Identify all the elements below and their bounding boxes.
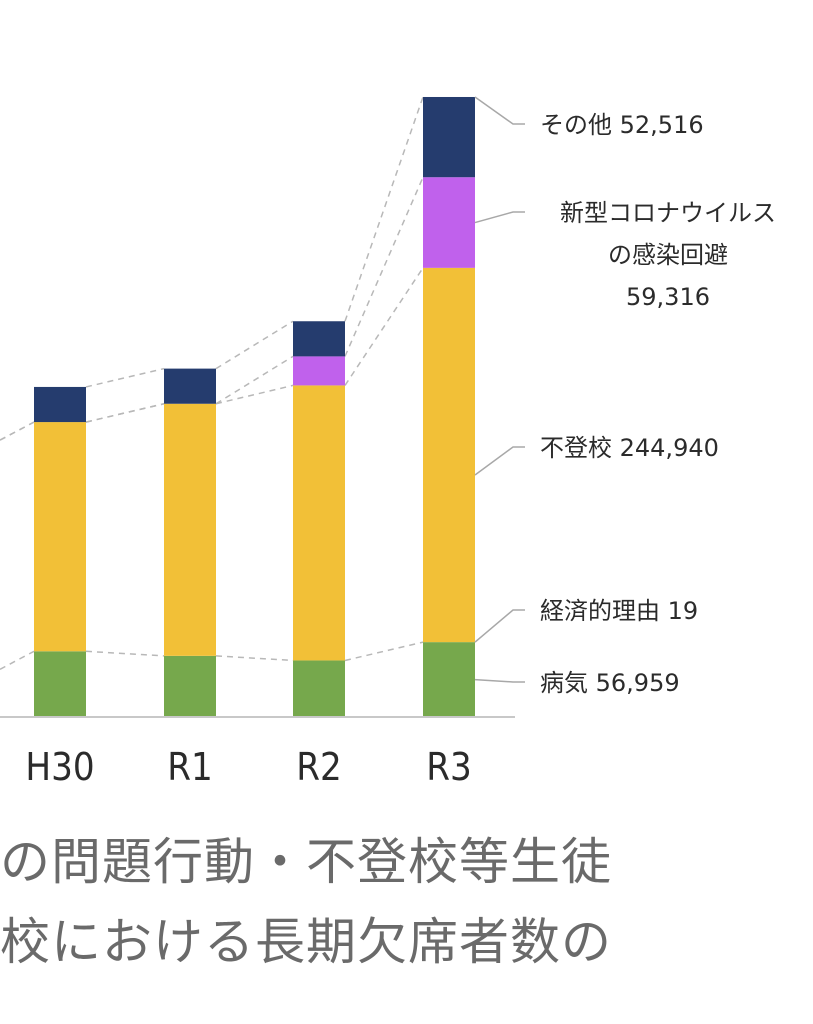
bar-illness-H30 [34,651,86,717]
connector-line [0,650,35,670]
leader-line-economic [474,609,525,643]
bar-truancy-R1 [164,403,216,656]
connector-line [344,267,424,386]
connector-line [0,421,35,441]
caption-line-1: の問題行動・不登校等生徒 [0,833,612,891]
leader-line-other [474,96,525,125]
series-label-corona: 新型コロナウイルス [560,199,776,227]
bar-other-H30 [34,386,86,423]
connector-line [85,650,165,657]
bar-corona-R3 [423,177,475,268]
x-tick-label: R3 [426,745,472,789]
bar-other-R3 [423,96,475,178]
connector-line [344,641,424,662]
x-tick-label: R1 [167,745,213,789]
bar-illness-R2 [293,660,345,717]
series-label-economic: 経済的理由 19 [540,597,698,625]
series-label-other: その他 52,516 [540,111,704,139]
series-label-illness: 病気 56,959 [540,669,680,697]
bar-truancy-R2 [293,385,345,661]
leader-line-corona [474,211,525,224]
series-label-truancy: 不登校 244,940 [540,434,719,462]
bar-other-R2 [293,321,345,357]
caption-line-2: 校における長期欠席者数の [0,913,612,971]
bar-illness-R1 [164,655,216,717]
connector-line [215,655,294,662]
connector-line [215,320,294,370]
bar-other-R1 [164,368,216,404]
connector-line [85,403,165,423]
series-label-corona: 59,316 [626,283,710,311]
bar-truancy-R3 [423,267,475,643]
leader-line-truancy [474,446,525,476]
connector-line [85,367,165,388]
x-tick-label: H30 [25,745,94,789]
connector-line [215,355,294,405]
connector-line [344,96,424,322]
leader-line-illness [474,678,525,683]
connector-line [215,384,294,405]
bar-illness-R3 [423,642,475,717]
bar-corona-R2 [293,356,345,386]
bar-truancy-H30 [34,422,86,652]
x-tick-label: R2 [296,745,342,789]
connector-line [344,176,424,357]
series-label-corona: の感染回避 [608,241,728,269]
